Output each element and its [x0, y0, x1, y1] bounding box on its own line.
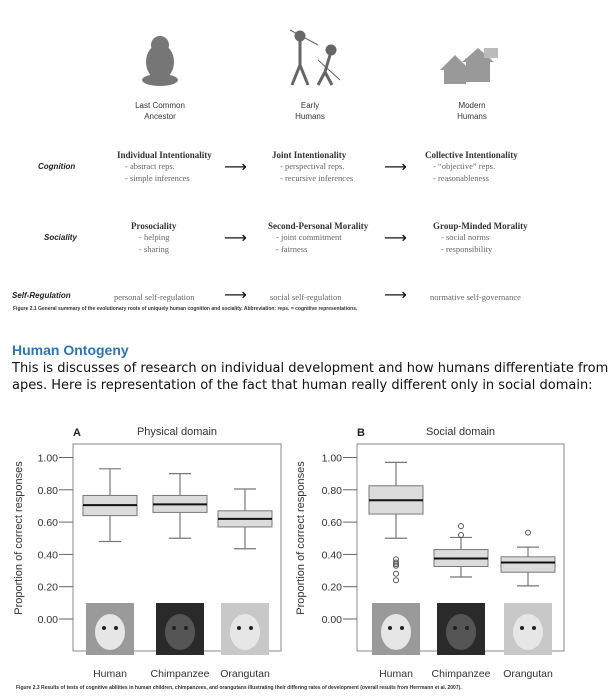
category-label: Chimpanzee: [432, 668, 491, 680]
ape-icon: [142, 36, 178, 86]
iqr-box: [500, 556, 556, 573]
arrow-right-icon: ⟶: [384, 285, 407, 304]
cell-item: - fairness: [276, 244, 308, 254]
panel-title: Physical domain: [137, 426, 217, 438]
diagram-cell: normative self-governance: [430, 291, 521, 303]
category-label: Human: [379, 668, 413, 680]
arrow-right-icon: ⟶: [384, 228, 407, 247]
arrow-right-icon: ⟶: [384, 157, 407, 176]
panel-B: B Social domain Proportion of correct resp…: [295, 426, 565, 680]
cell-heading: personal self-regulation: [114, 292, 195, 302]
box-chimpanzee: [152, 473, 208, 539]
diagram-cell: Group-Minded Morality - social norms - res…: [433, 221, 528, 255]
row-label: Cognition: [38, 162, 76, 171]
category-label: Orangutan: [503, 668, 553, 680]
photo-orangutan: [504, 603, 552, 655]
cell-heading: social self-regulation: [270, 292, 342, 302]
cell-heading: Individual Intentionality: [117, 150, 212, 160]
section-title: Human Ontogeny: [12, 342, 129, 358]
outlier-point: [458, 532, 464, 539]
row-label: Sociality: [44, 233, 77, 242]
panel-title: Social domain: [426, 426, 495, 438]
arrow-right-icon: ⟶: [224, 285, 247, 304]
photo-human: [86, 603, 134, 655]
diagram-cell: Prosociality - helping - sharing: [131, 221, 176, 255]
y-tick-label: 1.00: [38, 453, 59, 465]
cell-item: - helping: [139, 232, 170, 242]
cell-item: - responsibility: [441, 244, 493, 254]
diagram-cell: Joint Intentionality - perspectival reps.…: [272, 150, 353, 184]
diagram-cell: Second-Personal Morality - joint commitme…: [268, 221, 368, 255]
box-human: [82, 468, 138, 543]
outlier-point: [458, 523, 464, 530]
row-label: Self-Regulation: [12, 291, 71, 300]
stage-early-humans: Early Humans: [295, 101, 325, 121]
panel-letter: B: [357, 427, 365, 439]
y-tick-label: 0.40: [322, 549, 343, 561]
cell-item: - joint commitment: [276, 232, 342, 242]
arrow-right-icon: ⟶: [224, 228, 247, 247]
stage-modern-humans: Modern Humans: [457, 101, 487, 121]
outlier-point: [393, 562, 399, 569]
category-label: Chimpanzee: [151, 668, 210, 680]
panel-letter: A: [73, 427, 81, 439]
y-tick-label: 0.60: [322, 517, 343, 529]
y-axis-label: Proportion of correct responses: [13, 461, 25, 615]
cell-item: - “objective” reps.: [433, 161, 496, 171]
cell-item: - sharing: [139, 244, 169, 254]
diagram-cell: personal self-regulation: [114, 291, 194, 303]
diagram-cell: social self-regulation: [270, 291, 342, 303]
photo-human: [372, 603, 420, 655]
arrow-right-icon: ⟶: [224, 157, 247, 176]
diagram-cell: Individual Intentionality - abstract reps…: [117, 150, 212, 184]
cell-heading: Prosociality: [131, 221, 177, 231]
outlier-point: [393, 577, 399, 584]
early-humans-icon: [289, 29, 341, 86]
y-tick-label: 0.80: [38, 485, 59, 497]
box-chimpanzee: [433, 523, 489, 578]
category-label: Orangutan: [220, 668, 270, 680]
boxplot-figure: A Physical domain Proportion of correct re…: [13, 426, 565, 680]
category-label: Human: [93, 668, 127, 680]
cell-item: - simple inferences: [125, 173, 190, 183]
box-orangutan: [500, 529, 556, 587]
stage-last-common-ancestor: Last Common Ancestor: [135, 101, 185, 121]
y-tick-label: 0.20: [322, 582, 343, 594]
y-tick-label: 0.60: [38, 517, 59, 529]
cell-heading: Collective Intentionality: [425, 150, 518, 160]
cell-heading: Group-Minded Morality: [433, 221, 528, 231]
y-tick-label: 1.00: [322, 453, 343, 465]
box-human: [368, 461, 424, 584]
cell-item: - recursive inferences: [280, 173, 354, 183]
outlier-point: [393, 570, 399, 577]
village-icon: [440, 48, 498, 84]
photo-chimpanzee: [156, 603, 204, 655]
section-paragraph: This is discusses of research on individ…: [12, 361, 609, 393]
y-tick-label: 0.00: [322, 614, 343, 626]
figure-2-3-caption: Figure 2.3 Results of tests of cognitive…: [16, 685, 462, 691]
y-axis-label: Proportion of correct responses: [295, 461, 307, 615]
figure-2-1-caption: Figure 2.1 General summary of the evolut…: [13, 306, 358, 312]
diagram-cell: Collective Intentionality - “objective” r…: [425, 150, 518, 184]
y-tick-label: 0.20: [38, 582, 59, 594]
cell-item: - perspectival reps.: [280, 161, 345, 171]
panel-A: A Physical domain Proportion of correct re…: [13, 426, 282, 680]
box-orangutan: [217, 488, 273, 550]
evolution-illustrations: [142, 29, 498, 86]
y-tick-label: 0.80: [322, 485, 343, 497]
photo-orangutan: [221, 603, 269, 655]
y-tick-label: 0.00: [38, 614, 59, 626]
cell-heading: normative self-governance: [430, 292, 521, 302]
cell-heading: Joint Intentionality: [272, 150, 347, 160]
y-tick-label: 0.40: [38, 549, 59, 561]
photo-chimpanzee: [437, 603, 485, 655]
cell-item: - abstract reps.: [125, 161, 175, 171]
cell-heading: Second-Personal Morality: [268, 221, 369, 231]
cell-item: - reasonableness: [433, 173, 489, 183]
cell-item: - social norms: [441, 232, 490, 242]
outlier-point: [525, 529, 531, 536]
